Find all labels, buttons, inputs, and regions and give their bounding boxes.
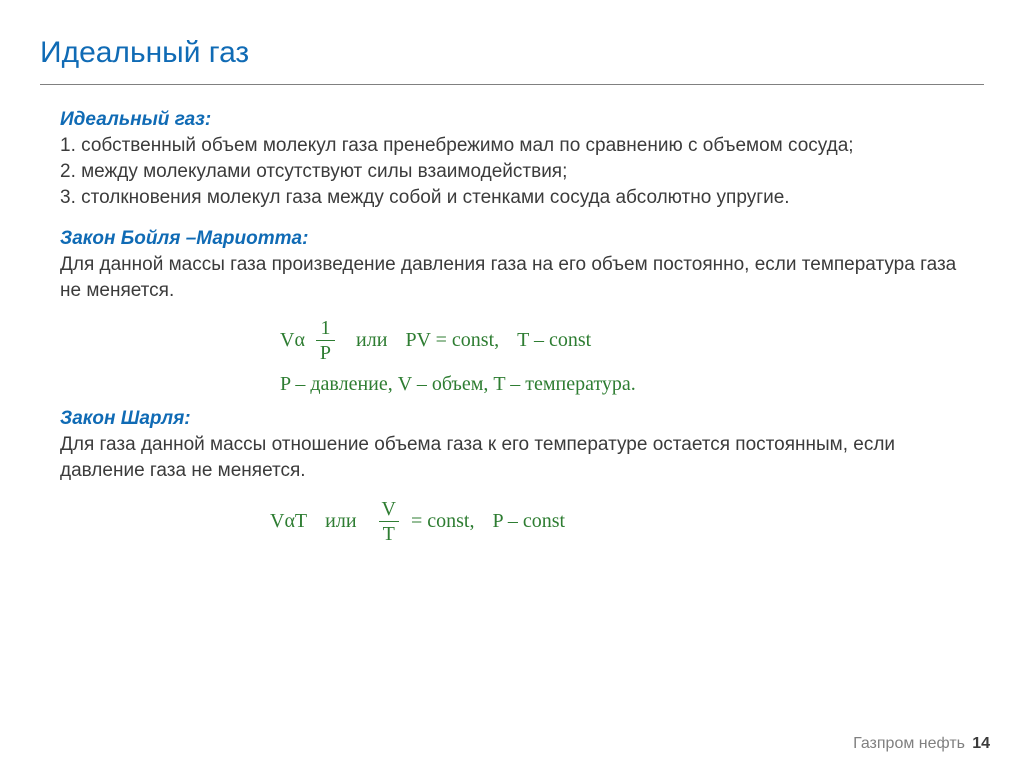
ideal-gas-point-3: 3. столкновения молекул газа между собой… [60,185,974,211]
section-head-boyle: Закон Бойля –Мариотта: [60,228,974,250]
charles-eq-lhs: VαT [270,510,307,533]
charles-eq-const: = const, [411,510,475,533]
boyle-eq-rhs: T – const [517,329,591,352]
charles-eq-rhs: P – const [492,510,565,533]
content-area: Идеальный газ: 1. собственный объем моле… [40,109,984,544]
charles-eq-main: VαT или V T = const, P – const [270,499,974,544]
title-divider [40,84,984,85]
boyle-body: Для данной массы газа произведение давле… [60,252,974,304]
ideal-gas-point-2: 2. между молекулами отсутствуют силы вза… [60,159,974,185]
charles-frac-num: V [378,499,400,521]
section-head-ideal-gas: Идеальный газ: [60,109,974,131]
boyle-equations: Vα 1 P или PV = const, T – const P – дав… [60,318,974,396]
ideal-gas-point-1: 1. собственный объем молекул газа пренеб… [60,133,974,159]
charles-fraction: V T [378,499,400,544]
boyle-fraction: 1 P [316,318,335,363]
boyle-eq-or: или [356,329,387,352]
footer-label: Газпром нефть [853,735,965,752]
page-title: Идеальный газ [40,36,984,70]
charles-body: Для газа данной массы отношение объема г… [60,432,974,484]
charles-eq-or: или [325,510,356,533]
boyle-eq-mid: PV = const, [405,329,499,352]
boyle-frac-num: 1 [316,318,334,340]
charles-frac-den: T [379,521,399,544]
slide: Идеальный газ Идеальный газ: 1. собствен… [0,0,1024,544]
footer: Газпром нефть 14 [853,735,990,753]
boyle-eq-lhs-pre: Vα [280,329,305,352]
boyle-eq-main: Vα 1 P или PV = const, T – const [280,318,974,363]
boyle-frac-den: P [316,340,335,363]
charles-equations: VαT или V T = const, P – const [60,499,974,544]
section-head-charles: Закон Шарля: [60,408,974,430]
boyle-eq-legend: P – давление, V – объем, T – температура… [280,373,974,396]
boyle-legend-text: P – давление, V – объем, T – температура… [280,373,636,396]
footer-page-number: 14 [972,735,990,752]
